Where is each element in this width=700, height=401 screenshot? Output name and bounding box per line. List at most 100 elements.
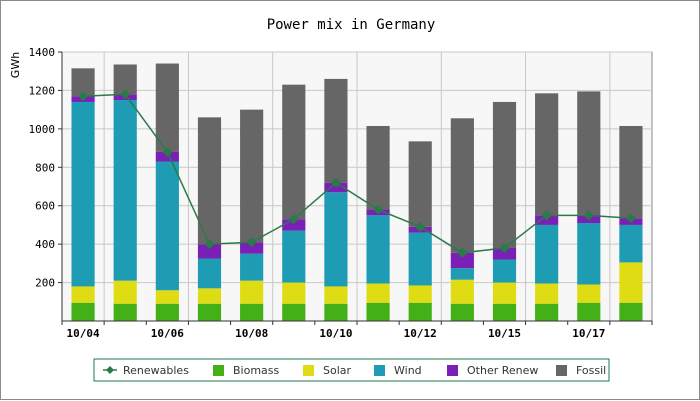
renewables-marker xyxy=(457,247,468,258)
legend-swatch-biomass xyxy=(213,365,224,376)
bar-solar xyxy=(71,286,95,303)
legend-label-solar: Solar xyxy=(323,364,352,377)
bar-other-renew xyxy=(197,244,222,259)
legend-swatch-wind xyxy=(374,365,385,376)
legend-marker-renewables xyxy=(106,366,114,374)
bar-other-renew xyxy=(282,219,306,231)
bar-fossil xyxy=(450,118,474,253)
bar-solar xyxy=(113,280,137,304)
y-tick-label: 1000 xyxy=(29,123,56,136)
legend-swatch-fossil xyxy=(556,365,567,376)
bar-wind xyxy=(282,230,306,283)
renewables-marker xyxy=(499,242,510,253)
axes: 200 400 600 800 1000 1200 1400 10/04 10/06 10/08 1… xyxy=(29,46,653,340)
bar-wind xyxy=(240,253,264,281)
bar-other-renew xyxy=(450,252,474,269)
legend-label-wind: Wind xyxy=(394,364,422,377)
renewables-marker xyxy=(162,146,173,157)
bar-solar xyxy=(619,262,643,303)
bar-solar xyxy=(155,290,179,304)
bar-fossil xyxy=(71,68,95,97)
x-tick-label: 10/04 xyxy=(67,327,100,340)
bar-wind xyxy=(366,215,390,284)
renewables-line xyxy=(78,89,636,258)
y-tick-label: 1200 xyxy=(29,84,56,97)
chart-title: Power mix in Germany xyxy=(267,17,436,33)
legend-label-other-renew: Other Renew xyxy=(467,364,538,377)
bar-biomass xyxy=(577,302,601,321)
renewables-marker xyxy=(583,210,594,221)
bar-other-renew xyxy=(240,242,264,254)
x-tick-label: 10/15 xyxy=(488,327,521,340)
renewables-marker xyxy=(246,237,257,248)
renewables-marker xyxy=(541,210,552,221)
bar-wind xyxy=(324,192,348,287)
bar-biomass xyxy=(366,302,390,321)
legend-label-fossil: Fossil xyxy=(576,364,606,377)
x-tick-label: 10/08 xyxy=(235,327,268,340)
renewables-marker xyxy=(288,214,299,225)
bar-solar xyxy=(197,288,222,304)
x-tick-label: 10/06 xyxy=(151,327,184,340)
bar-fossil xyxy=(408,141,432,227)
bar-wind xyxy=(71,101,95,287)
bar-wind xyxy=(577,223,601,285)
bar-solar xyxy=(492,282,517,304)
bar-fossil xyxy=(324,78,348,183)
y-tick-label: 200 xyxy=(35,277,55,290)
bar-biomass xyxy=(619,302,643,321)
bar-biomass xyxy=(155,303,179,321)
renewables-marker xyxy=(373,204,384,215)
legend-swatch-other-renew xyxy=(447,365,458,376)
bar-biomass xyxy=(535,303,559,321)
bar-biomass xyxy=(450,303,474,321)
y-tick-label: 400 xyxy=(35,238,55,251)
legend-label-renewables: Renewables xyxy=(123,364,189,377)
bar-solar xyxy=(535,283,559,304)
renewables-marker xyxy=(78,91,89,102)
bar-wind xyxy=(197,258,222,289)
renewables-line-path xyxy=(83,93,631,254)
bar-wind xyxy=(155,161,179,291)
bar-fossil xyxy=(282,84,306,220)
bar-fossil xyxy=(366,125,390,210)
bar-solar xyxy=(577,284,601,303)
bar-other-renew xyxy=(492,247,517,260)
bar-biomass xyxy=(492,303,517,321)
bar-fossil xyxy=(492,101,517,248)
bar-fossil xyxy=(577,91,601,215)
bar-wind xyxy=(113,100,137,281)
renewables-marker xyxy=(120,89,131,100)
bar-solar xyxy=(366,283,390,303)
bar-biomass xyxy=(408,302,432,321)
bar-fossil xyxy=(197,117,222,245)
bar-wind xyxy=(619,224,643,263)
renewables-marker xyxy=(625,213,636,224)
bar-fossil xyxy=(240,109,264,243)
bar-solar xyxy=(324,286,348,304)
bar-biomass xyxy=(71,302,95,321)
y-axis-label: GWh xyxy=(9,52,22,78)
renewables-marker xyxy=(204,239,215,250)
legend-label-biomass: Biomass xyxy=(233,364,280,377)
bar-solar xyxy=(240,280,264,304)
renewables-marker xyxy=(330,177,341,188)
bar-wind xyxy=(408,232,432,286)
bar-fossil xyxy=(535,93,559,216)
bar-fossil xyxy=(113,64,137,95)
x-tick-label: 10/10 xyxy=(319,327,352,340)
legend-swatch-solar xyxy=(303,365,314,376)
legend: Renewables Biomass Solar Wind Other Renew Fos… xyxy=(93,358,610,382)
bar-solar xyxy=(450,279,474,304)
bars xyxy=(71,63,643,321)
bar-biomass xyxy=(282,303,306,321)
bar-solar xyxy=(408,285,432,303)
bar-biomass xyxy=(113,303,137,321)
y-tick-label: 800 xyxy=(35,161,55,174)
renewables-marker xyxy=(415,221,426,232)
bar-fossil xyxy=(155,63,179,152)
bar-wind xyxy=(492,259,517,283)
bar-biomass xyxy=(197,303,222,321)
